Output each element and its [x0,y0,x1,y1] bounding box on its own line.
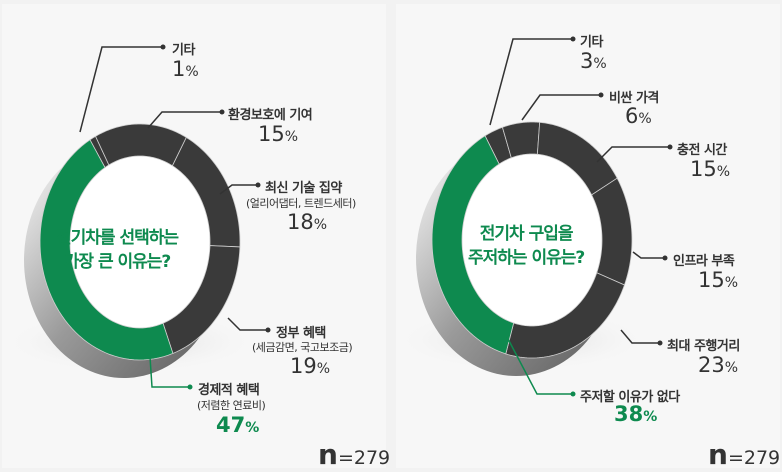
label-charging: 충전 시간 [677,143,727,158]
donut-hole [70,156,210,328]
label-infra: 인프라 부족 [673,254,735,269]
right-question: 전기차 구입을 주저하는 이유는? [468,224,585,268]
value-tech: 18% [287,210,328,234]
leader-line [79,46,163,133]
leader-line [227,317,268,331]
label-environment: 환경보호에 기여 [228,108,313,123]
leader-dot [160,44,166,50]
donut-slice [431,135,515,355]
label-etc: 기타 [172,43,195,58]
leader-dot [570,36,576,42]
leader-line [147,111,222,129]
leader-dot [219,109,225,115]
leader-line [489,38,573,126]
sublabel-tech: (얼리어댑터, 트렌드세터) [246,197,356,210]
leader-line [521,94,601,121]
leader-dot [187,384,193,390]
leader-dot [657,340,663,346]
value-economic: 47% [216,413,260,437]
sublabel-economic: (저렴한 연료비) [197,399,266,412]
leader-line [632,251,665,259]
leader-dot [667,144,673,150]
label-range: 최대 주행거리 [667,339,740,354]
label-government: 정부 혜택 [276,326,326,341]
value-no-reason: 38% [614,402,658,426]
label-economic: 경제적 혜택 [198,383,260,398]
leader-line [596,146,670,163]
left-question: 전기차를 선택하는 가장 큰 이유는? [56,228,179,272]
leader-line [219,184,258,195]
donut-hole [462,154,602,326]
value-etc-2: 3% [580,49,607,73]
sublabel-government: (세금감면, 국고보조금) [252,341,353,354]
leader-dot [265,327,271,333]
leader-dot [255,182,261,188]
label-etc-2: 기타 [580,35,603,50]
label-no-reason: 주저할 이유가 없다 [580,390,680,405]
label-price: 비싼 가격 [609,91,659,106]
label-tech: 최신 기술 집약 [265,181,342,196]
left-sample-size: n=279 [318,438,391,471]
value-infra: 15% [698,268,739,292]
value-etc: 1% [172,57,199,81]
leader-line [620,329,660,344]
right-sample-size: n=279 [708,438,781,471]
leader-dot [598,92,604,98]
value-government: 19% [290,354,331,378]
value-range: 23% [698,353,739,377]
leader-dot [662,255,668,261]
value-price: 6% [625,104,652,128]
donut-slice [39,139,174,361]
leader-line [149,356,190,388]
value-environment: 15% [258,122,299,146]
value-charging: 15% [690,157,731,181]
leader-line [506,336,573,395]
leader-dot [570,391,576,397]
